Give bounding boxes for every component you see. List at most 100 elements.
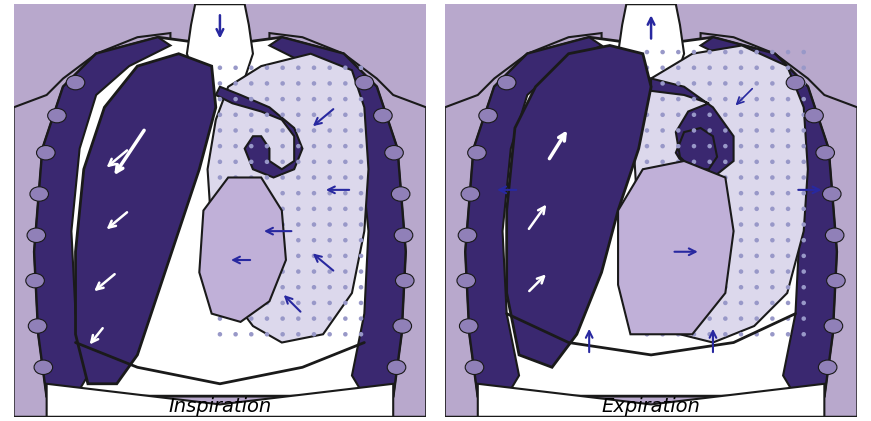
Circle shape [801, 175, 806, 180]
Circle shape [723, 81, 727, 86]
Circle shape [280, 112, 285, 117]
Circle shape [233, 81, 238, 86]
Circle shape [676, 128, 680, 133]
Circle shape [233, 191, 238, 195]
Circle shape [692, 332, 696, 336]
Circle shape [754, 160, 759, 164]
Circle shape [786, 253, 790, 258]
Circle shape [692, 285, 696, 290]
Circle shape [343, 269, 348, 274]
Circle shape [343, 207, 348, 211]
Circle shape [707, 269, 712, 274]
Circle shape [312, 207, 316, 211]
Circle shape [770, 66, 774, 70]
Circle shape [327, 238, 332, 242]
Circle shape [723, 207, 727, 211]
Circle shape [801, 50, 806, 54]
Circle shape [312, 66, 316, 70]
Circle shape [692, 222, 696, 227]
Circle shape [707, 332, 712, 336]
Circle shape [676, 66, 680, 70]
Polygon shape [618, 161, 733, 334]
Circle shape [265, 191, 269, 195]
Circle shape [723, 316, 727, 321]
Circle shape [327, 66, 332, 70]
Ellipse shape [395, 228, 413, 242]
Circle shape [327, 207, 332, 211]
Circle shape [660, 160, 665, 164]
Circle shape [786, 81, 790, 86]
Circle shape [265, 81, 269, 86]
Circle shape [723, 301, 727, 305]
Circle shape [754, 81, 759, 86]
Circle shape [801, 66, 806, 70]
Circle shape [312, 222, 316, 227]
Circle shape [312, 112, 316, 117]
Circle shape [707, 97, 712, 101]
Circle shape [660, 50, 665, 54]
Circle shape [801, 285, 806, 290]
Circle shape [645, 81, 649, 86]
Circle shape [692, 253, 696, 258]
Circle shape [218, 81, 222, 86]
Circle shape [645, 207, 649, 211]
Circle shape [770, 332, 774, 336]
Circle shape [786, 332, 790, 336]
Circle shape [660, 253, 665, 258]
Circle shape [343, 144, 348, 149]
Circle shape [770, 316, 774, 321]
Circle shape [786, 207, 790, 211]
Circle shape [645, 50, 649, 54]
Circle shape [296, 66, 300, 70]
Circle shape [692, 269, 696, 274]
Circle shape [754, 97, 759, 101]
Ellipse shape [66, 75, 84, 90]
Polygon shape [507, 45, 652, 367]
Ellipse shape [465, 360, 483, 375]
Circle shape [786, 128, 790, 133]
Circle shape [645, 301, 649, 305]
Circle shape [801, 332, 806, 336]
Circle shape [280, 175, 285, 180]
Circle shape [312, 316, 316, 321]
Circle shape [754, 191, 759, 195]
Circle shape [280, 269, 285, 274]
Circle shape [676, 50, 680, 54]
Ellipse shape [827, 273, 845, 288]
Ellipse shape [826, 228, 844, 242]
Circle shape [645, 66, 649, 70]
Ellipse shape [479, 108, 497, 123]
Circle shape [660, 144, 665, 149]
Circle shape [692, 50, 696, 54]
Circle shape [723, 175, 727, 180]
Circle shape [676, 160, 680, 164]
Circle shape [249, 269, 253, 274]
Circle shape [801, 144, 806, 149]
Circle shape [676, 316, 680, 321]
Circle shape [660, 301, 665, 305]
Circle shape [280, 66, 285, 70]
Circle shape [660, 97, 665, 101]
Polygon shape [478, 384, 824, 417]
Circle shape [218, 269, 222, 274]
Circle shape [754, 50, 759, 54]
Circle shape [249, 144, 253, 149]
Circle shape [296, 316, 300, 321]
Circle shape [218, 191, 222, 195]
Circle shape [770, 144, 774, 149]
Circle shape [218, 97, 222, 101]
Ellipse shape [391, 187, 410, 201]
Circle shape [327, 316, 332, 321]
Circle shape [233, 175, 238, 180]
Circle shape [280, 253, 285, 258]
Circle shape [723, 97, 727, 101]
Circle shape [739, 269, 743, 274]
Circle shape [801, 316, 806, 321]
Circle shape [327, 112, 332, 117]
Ellipse shape [458, 228, 476, 242]
Circle shape [359, 222, 363, 227]
Ellipse shape [393, 319, 412, 333]
Circle shape [692, 97, 696, 101]
Ellipse shape [355, 75, 374, 90]
Circle shape [739, 191, 743, 195]
